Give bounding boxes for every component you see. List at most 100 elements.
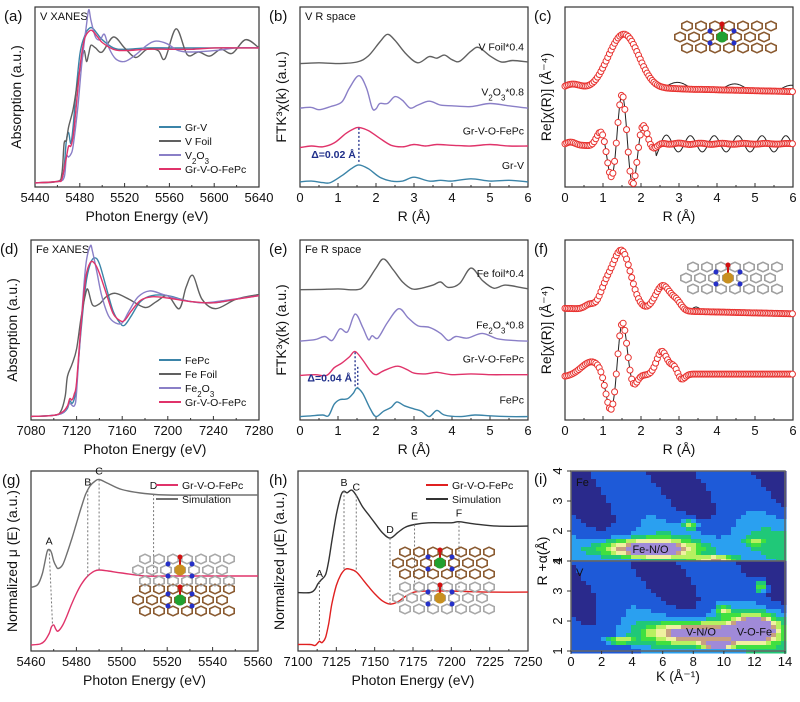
heatmap-cell [636,531,642,536]
heatmap-cell [661,499,667,504]
heatmap-cell [626,569,632,574]
heatmap-cell [741,499,747,504]
heatmap-cell [676,515,682,520]
heatmap-cell [671,471,677,476]
heatmap-cell [661,593,667,598]
heatmap-cell [731,565,737,570]
data-point-real [616,332,624,340]
heatmap-cell [781,531,787,536]
heatmap-cell [766,585,772,590]
heatmap-cell [626,523,632,528]
heatmap-cell [611,507,617,512]
heatmap-cell [581,629,587,634]
heatmap-cell [606,605,612,610]
heatmap-cell [706,613,712,618]
heatmap-cell [716,633,722,638]
heatmap-cell [741,585,747,590]
heatmap-cell [691,637,697,642]
heatmap-cell [731,601,737,606]
heatmap-cell [576,569,582,574]
series-line-fepc [299,387,529,418]
heatmap-cell [636,593,642,598]
heatmap-cell [596,565,602,570]
heatmap-cell [726,617,732,622]
heatmap-cell [666,625,672,630]
nitrogen-atom [165,561,171,567]
heatmap-cell [621,471,627,476]
heatmap-cell [706,605,712,610]
heatmap-cell [661,633,667,638]
heatmap-cell [721,573,727,578]
series-line-fe-foil-0-4 [299,258,529,291]
heatmap-v [571,561,787,654]
heatmap-cell [781,503,787,508]
heatmap-cell [596,519,602,524]
series-line-simulation [297,489,529,594]
heatmap-cell [721,507,727,512]
heatmap-cell [571,555,577,560]
heatmap-cell [606,589,612,594]
heatmap-cell [711,605,717,610]
feature-label: A [46,536,53,548]
heatmap-cell [656,507,662,512]
heatmap-cell [581,555,587,560]
heatmap-cell [666,617,672,622]
heatmap-cell [701,561,707,566]
heatmap-cell [711,471,717,476]
heatmap-cell [606,561,612,566]
text-run: V [481,86,488,98]
heatmap-cell [731,585,737,590]
molecule-ring [153,605,165,617]
heatmap-cell [596,621,602,626]
heatmap-cell [576,617,582,622]
heatmap-cell [676,597,682,602]
x-tick-label: 3 [675,190,682,205]
heatmap-cell [766,527,772,532]
heatmap-cell [781,565,787,570]
heatmap-cell [691,573,697,578]
heatmap-cell [701,637,707,642]
heatmap-cell [741,527,747,532]
heatmap-cell [741,605,747,610]
heatmap-cell [591,625,597,630]
nitrogen-atom [189,603,195,609]
heatmap-cell [781,535,787,540]
heatmap-cell [671,605,677,610]
heatmap-cell [766,561,772,566]
heatmap-cell [591,523,597,528]
heatmap-cell [771,605,777,610]
heatmap-cell [741,551,747,556]
heatmap-cell [736,609,742,614]
heatmap-cell [766,547,772,552]
heatmap-cell [601,589,607,594]
heatmap-cell [761,507,767,512]
molecule-ring [750,42,764,54]
heatmap-cell [651,601,657,606]
heatmap-cell [676,543,682,548]
heatmap-cell [611,625,617,630]
delta-annotation: Δ=0.02 Å [311,148,356,161]
heatmap-cell [601,577,607,582]
heatmap-cell [576,637,582,642]
heatmap-cell [746,499,752,504]
heatmap-cell [611,589,617,594]
heatmap-cell [626,503,632,508]
molecule-ring [454,568,468,580]
heatmap-cell [716,585,722,590]
heatmap-cell [666,487,672,492]
heatmap-cell [696,539,702,544]
heatmap-cell [681,479,687,484]
x-tick-label: 7080 [17,423,46,438]
heatmap-cell [581,617,587,622]
data-point-real [788,370,796,378]
heatmap-cell [631,581,637,586]
heatmap-cell [646,519,652,524]
heatmap-cell [701,491,707,496]
heatmap-cell [651,625,657,630]
heatmap-cell [686,621,692,626]
y-tick-label: 1 [550,647,565,654]
molecule-ring [749,272,763,284]
heatmap-cell [666,577,672,582]
molecule-ring [440,568,454,580]
heatmap-cell [601,491,607,496]
